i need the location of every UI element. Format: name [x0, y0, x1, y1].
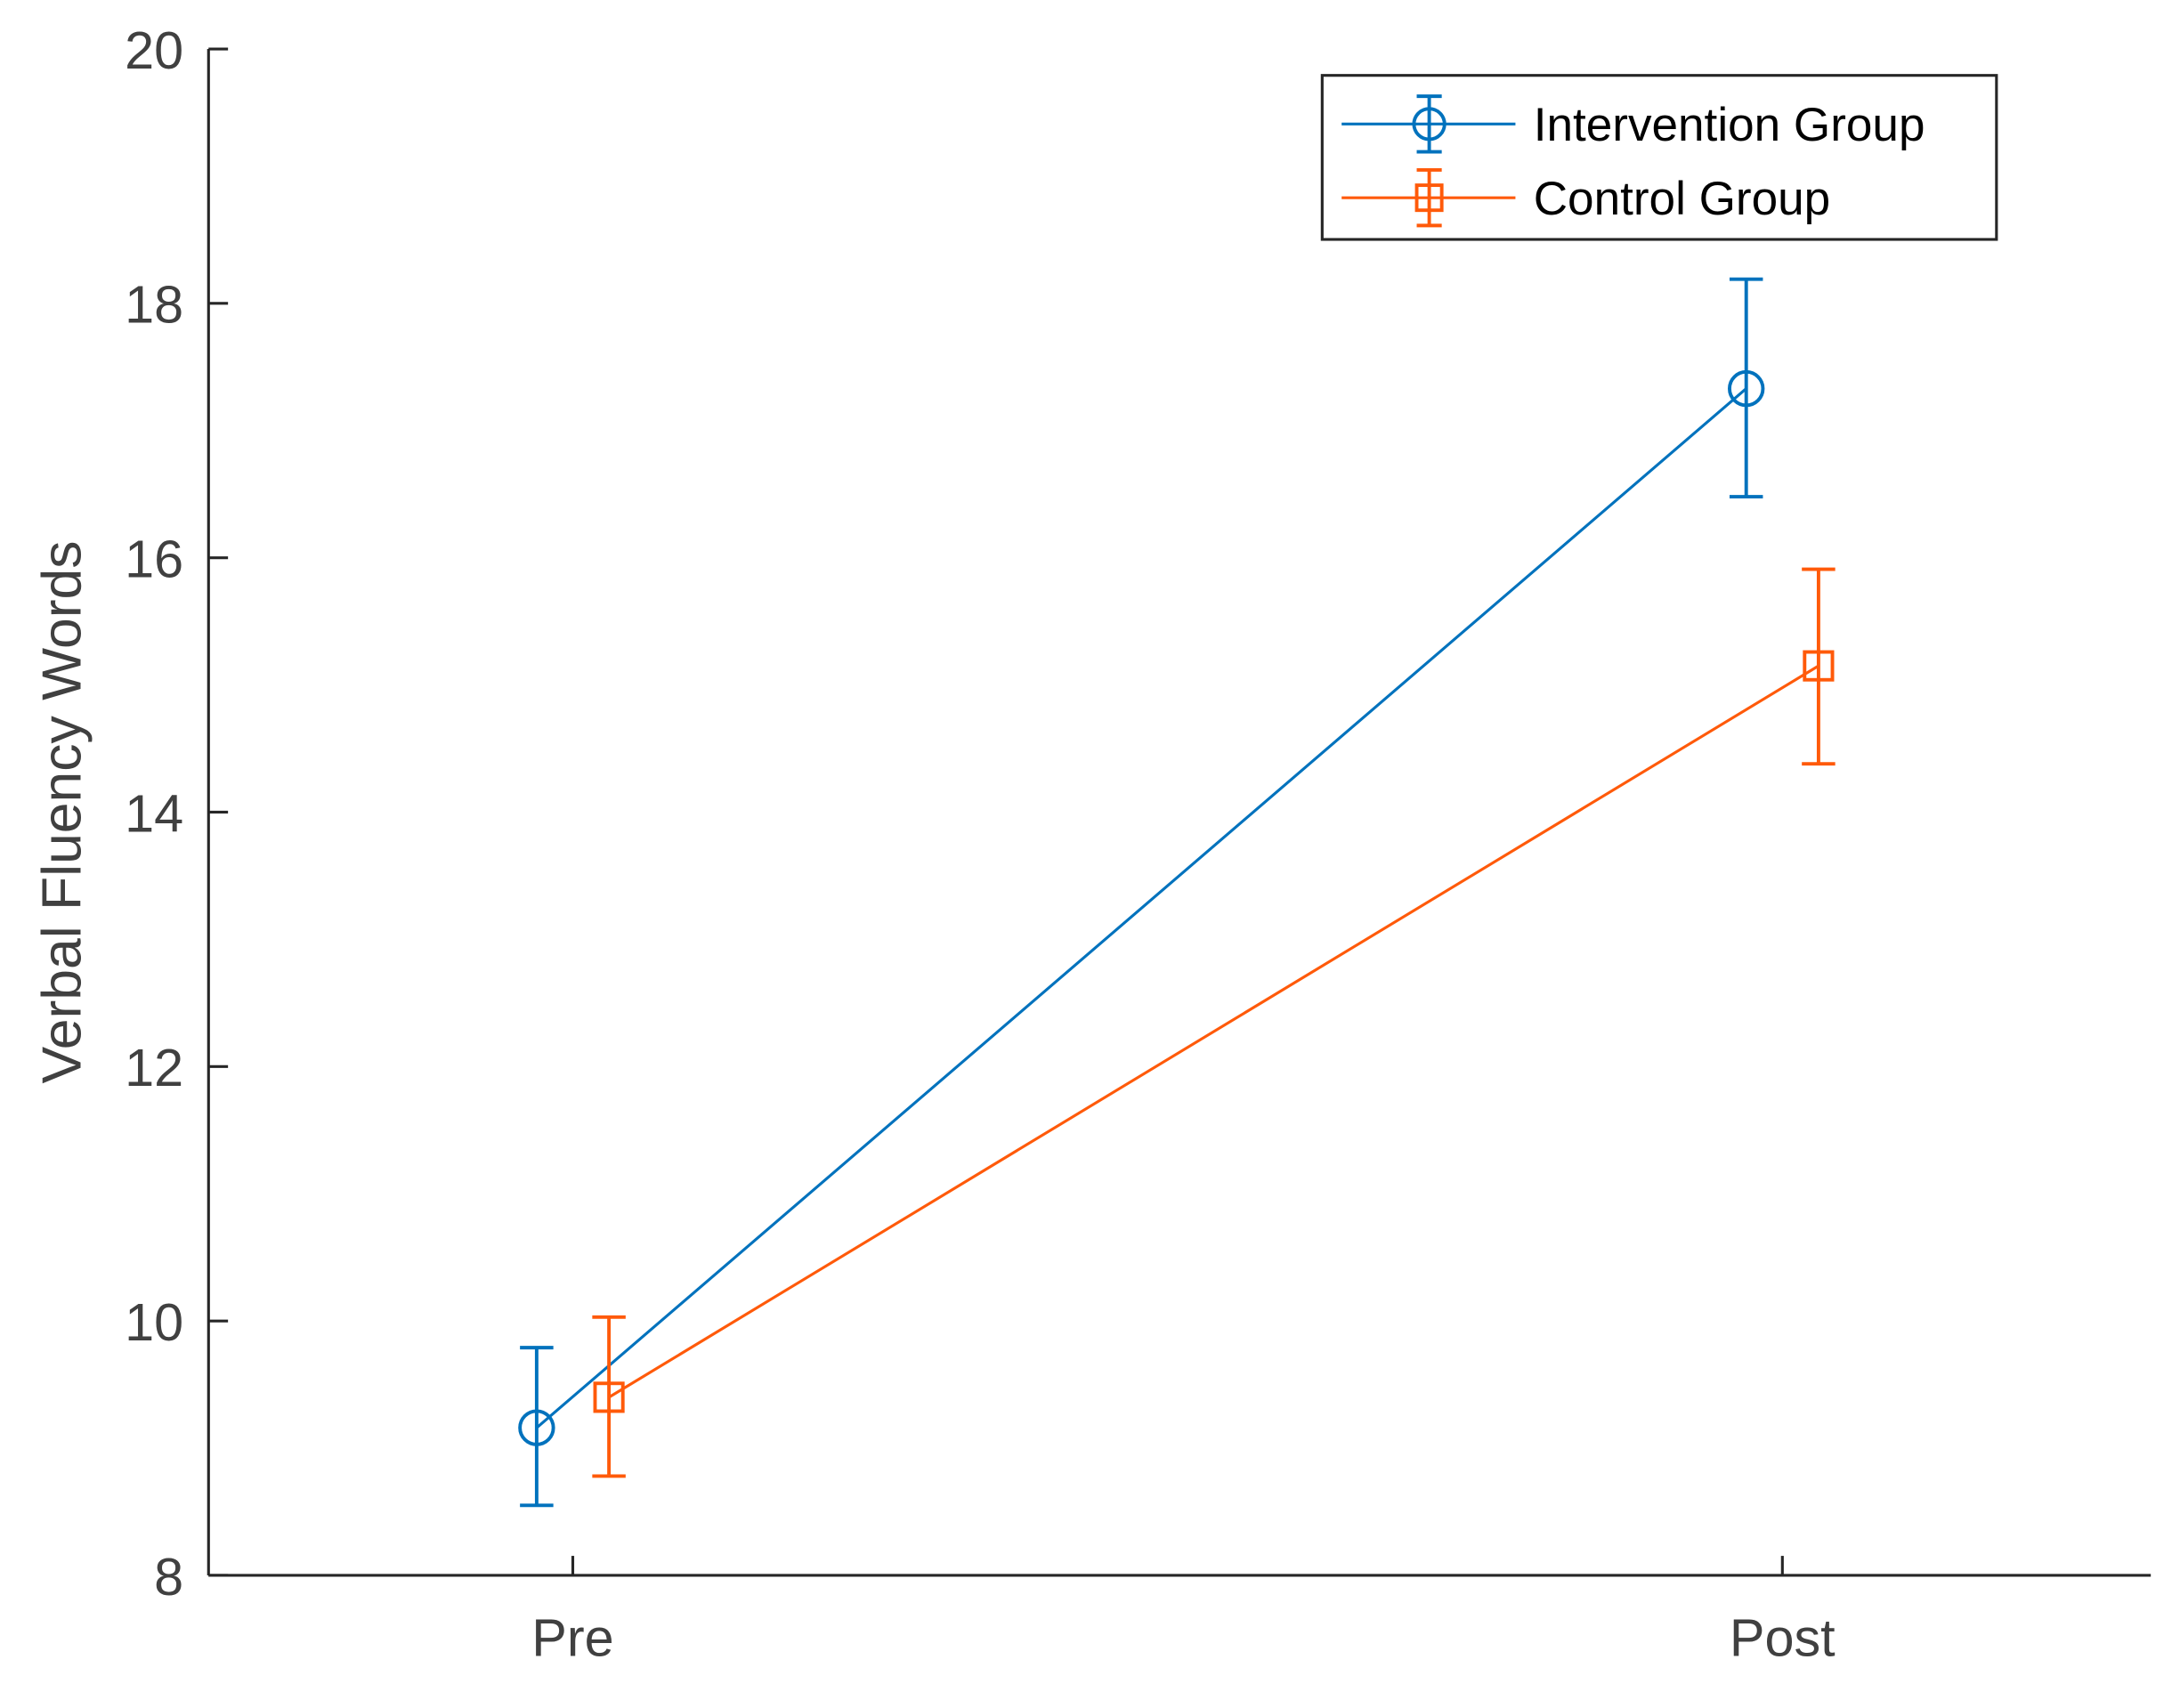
legend-label: Intervention Group: [1534, 99, 1925, 151]
y-tick-label: 14: [125, 783, 183, 843]
circle-marker-icon: [1728, 369, 1765, 408]
axes: 8 10 12 14 16 18 20 Pre Post Verbal Fluency Words: [31, 20, 2152, 1668]
series-intervention-group: [518, 277, 1765, 1508]
y-tick-label: 16: [125, 530, 183, 589]
square-marker-icon: [593, 1381, 625, 1413]
circle-marker-icon: [518, 1409, 555, 1446]
legend-label: Control Group: [1534, 173, 1830, 225]
legend-box: [1320, 74, 1998, 241]
legend-circle-marker-icon: [1412, 107, 1447, 142]
x-tick-label: Pre: [531, 1608, 613, 1668]
y-tick-label: 20: [125, 20, 183, 80]
y-tick-label: 10: [125, 1292, 183, 1352]
y-axis-label: Verbal Fluency Words: [31, 541, 93, 1084]
y-tick-label: 8: [154, 1547, 183, 1607]
x-tick-label: Post: [1730, 1608, 1836, 1668]
y-tick-label: 12: [125, 1038, 183, 1097]
square-marker-icon: [1803, 650, 1835, 682]
series-line: [608, 664, 1819, 1399]
series-control-group: [592, 567, 1836, 1478]
y-tick-label: 18: [125, 275, 183, 335]
legend-square-marker-icon: [1414, 183, 1444, 213]
plot-area: [518, 277, 1836, 1508]
series-line: [535, 387, 1747, 1429]
legend: Intervention Group Control Group: [1320, 74, 1998, 241]
